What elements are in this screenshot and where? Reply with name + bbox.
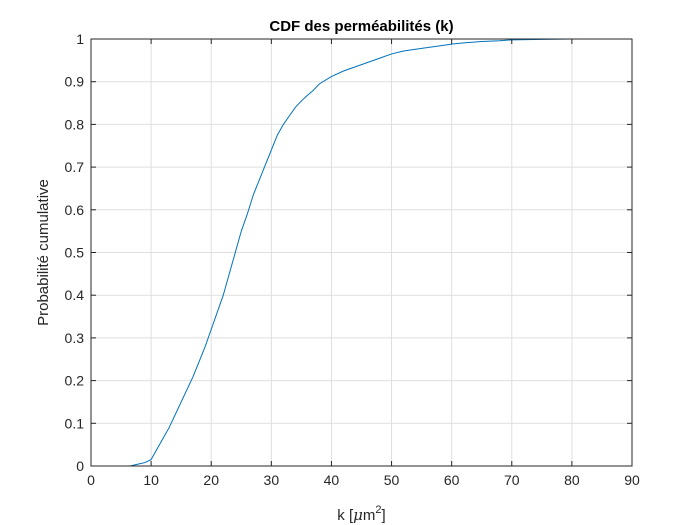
x-tick-label: 70 [504, 472, 520, 488]
y-tick-label: 0.9 [65, 74, 85, 90]
x-tick-label: 20 [203, 472, 219, 488]
y-tick-label: 0.3 [65, 330, 85, 346]
y-tick-labels: 0 0.1 0.2 0.3 0.4 0.5 0.6 0.7 0.8 0.9 1 [65, 31, 85, 474]
x-tick-label: 90 [624, 472, 640, 488]
x-tick-label: 10 [143, 472, 159, 488]
y-tick-label: 0.7 [65, 159, 85, 175]
cdf-line [129, 38, 602, 467]
x-tick-label: 40 [324, 472, 340, 488]
x-tick-label: 50 [384, 472, 400, 488]
y-tick-label: 0 [76, 458, 84, 474]
y-axis-label: Probabilité cumulative [35, 179, 52, 326]
tick-marks [90, 38, 633, 467]
x-tick-labels: 0 10 20 30 40 50 60 70 80 90 [87, 472, 640, 488]
y-tick-label: 0.5 [65, 245, 85, 261]
x-tick-label: 80 [564, 472, 580, 488]
y-tick-label: 0.8 [65, 116, 85, 132]
y-tick-label: 0.6 [65, 202, 85, 218]
y-tick-label: 0.2 [65, 373, 85, 389]
chart-title: CDF des perméabilités (k) [269, 18, 453, 35]
x-tick-label: 60 [444, 472, 460, 488]
series-layer [129, 38, 602, 467]
y-tick-label: 0.1 [65, 415, 85, 431]
x-tick-label: 30 [264, 472, 280, 488]
y-tick-label: 0.4 [65, 287, 85, 303]
grid [91, 39, 632, 466]
y-tick-label: 1 [76, 31, 84, 47]
x-axis-label: k [μm2] [337, 504, 385, 524]
x-tick-label: 0 [87, 472, 95, 488]
